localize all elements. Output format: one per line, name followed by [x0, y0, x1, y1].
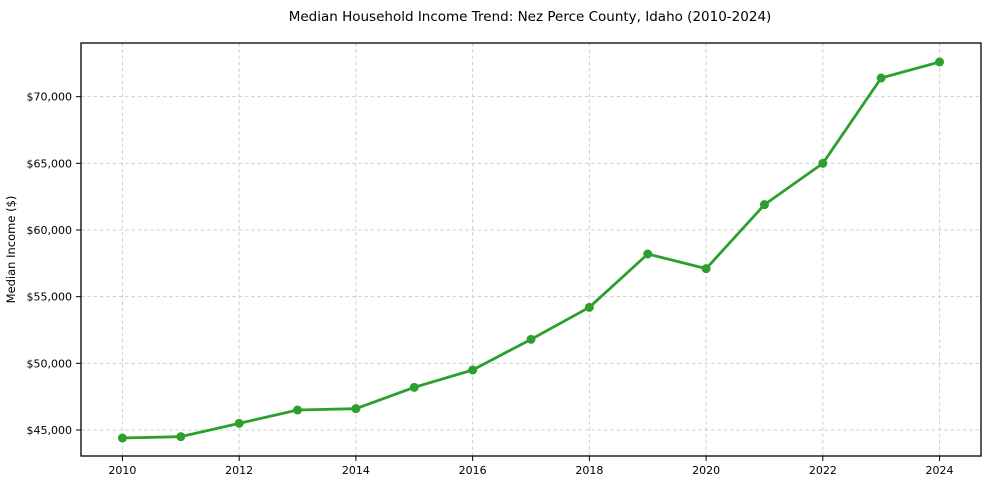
data-point	[117, 433, 127, 443]
y-tick-label: $65,000	[27, 157, 73, 170]
data-point	[643, 249, 653, 259]
x-tick-label: 2016	[459, 464, 487, 477]
x-tick-label: 2022	[809, 464, 837, 477]
x-tick-label: 2024	[926, 464, 954, 477]
data-point	[935, 57, 945, 67]
x-tick-label: 2020	[692, 464, 720, 477]
data-point	[759, 200, 769, 210]
data-point	[526, 334, 536, 344]
income-line-series	[117, 57, 945, 443]
data-point	[176, 432, 186, 442]
x-tick-label: 2012	[225, 464, 253, 477]
gridlines	[81, 43, 981, 456]
data-point	[293, 405, 303, 415]
x-tick-label: 2014	[342, 464, 370, 477]
data-point	[234, 418, 244, 428]
data-point	[409, 382, 419, 392]
y-tick-label: $45,000	[27, 424, 73, 437]
chart-title: Median Household Income Trend: Nez Perce…	[289, 9, 772, 25]
y-axis-label: Median Income ($)	[4, 196, 18, 304]
data-point	[876, 73, 886, 83]
y-tick-label: $50,000	[27, 357, 73, 370]
data-point	[468, 365, 478, 375]
x-tick-label: 2010	[108, 464, 136, 477]
y-tick-label: $55,000	[27, 291, 73, 304]
x-tick-label: 2018	[575, 464, 603, 477]
y-tick-label: $60,000	[27, 224, 73, 237]
y-tick-label: $70,000	[27, 91, 73, 104]
data-point	[584, 302, 594, 312]
axis-ticks: $45,000 $50,000 $55,000 $60,000 $65,000 $70,0…	[27, 91, 954, 477]
data-point	[818, 158, 828, 168]
data-point	[701, 264, 711, 274]
data-point	[351, 404, 361, 414]
plot-border	[80, 42, 982, 457]
